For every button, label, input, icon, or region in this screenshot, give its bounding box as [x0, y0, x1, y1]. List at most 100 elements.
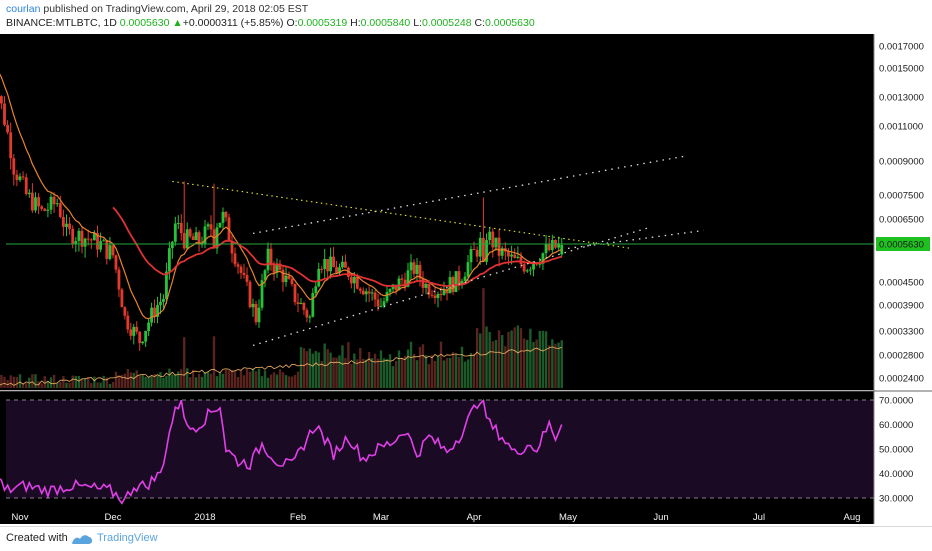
volume-bar [427, 363, 431, 388]
volume-bar [123, 373, 127, 388]
candle [126, 311, 130, 334]
volume-bar [510, 330, 513, 388]
volume-bar [239, 370, 243, 388]
price-tick-label: 0.0002400 [879, 374, 924, 385]
low-value: 0.0005248 [421, 17, 472, 29]
candle-body [167, 248, 171, 272]
volume-bar [373, 353, 377, 388]
candle [224, 210, 228, 222]
volume-bar [227, 370, 231, 388]
candle-body [412, 262, 416, 274]
candle-body [370, 292, 374, 294]
volume-bar [180, 369, 183, 388]
volume-bar [71, 375, 74, 388]
candle [421, 271, 425, 294]
candle-body [3, 103, 6, 125]
volume-bar [409, 341, 413, 388]
volume-bar [87, 377, 90, 388]
volume-bar [260, 376, 264, 388]
candle [135, 321, 139, 335]
candle-body [212, 229, 216, 249]
candle-body [179, 223, 183, 234]
candle-body [206, 224, 210, 227]
candle-body [105, 240, 109, 259]
candle [55, 198, 59, 207]
candle [239, 264, 243, 279]
volume-bar [362, 358, 365, 388]
volume-bar [302, 348, 306, 388]
volume-bar [165, 375, 168, 388]
rsi-band [6, 400, 874, 498]
candle-body [541, 253, 545, 264]
publish-info: courlan published on TradingView.com, Ap… [6, 3, 308, 15]
volume-bar [68, 382, 71, 388]
price-pane [0, 34, 874, 390]
candle [114, 254, 118, 274]
candle-body [108, 245, 112, 259]
candle [485, 233, 488, 265]
volume-bar [52, 374, 56, 388]
volume-bar [463, 361, 467, 388]
volume-bar [212, 336, 216, 388]
candle [529, 266, 532, 276]
candle-body [52, 196, 56, 205]
volume-bar [296, 371, 300, 388]
volume-bar [129, 372, 133, 388]
volume-bar [513, 327, 516, 388]
candle-body [400, 278, 404, 280]
candle-body [338, 267, 341, 273]
candle-body [361, 290, 365, 295]
volume-bar [266, 377, 270, 388]
volume-bar [132, 372, 135, 388]
candle-body [344, 261, 347, 268]
candle [269, 242, 273, 271]
volume-bar [344, 358, 347, 388]
author-link[interactable]: courlan [6, 3, 41, 15]
candle [491, 228, 495, 258]
candle [311, 288, 315, 318]
time-tick-label: Dec [105, 512, 122, 523]
candle [320, 265, 324, 274]
candle [497, 229, 501, 267]
candle-body [12, 158, 16, 175]
price-chart[interactable]: 0.0017000 0.0015000 0.0013000 0.0011000 0.00… [0, 32, 932, 524]
candle-body [409, 262, 413, 271]
volume-bar [501, 335, 504, 388]
volume-bar [412, 354, 416, 388]
candle-body [203, 226, 207, 244]
candle [472, 241, 476, 251]
volume-bar [21, 383, 25, 388]
candle [245, 267, 249, 287]
volume-bar [488, 332, 491, 388]
tradingview-brand[interactable]: TradingView [97, 532, 158, 544]
candle [430, 289, 434, 298]
candle [24, 173, 28, 196]
candle [27, 189, 31, 198]
volume-bar [359, 347, 362, 388]
volume-bar [284, 375, 288, 388]
candle [68, 217, 71, 235]
candle-body [560, 245, 564, 255]
candle [367, 286, 371, 303]
candle-body [346, 267, 350, 277]
candle [418, 261, 422, 287]
candle [77, 228, 81, 252]
candle-body [15, 174, 19, 181]
price-tick-label: 0.0009000 [879, 157, 924, 168]
candle [532, 262, 535, 277]
candle [557, 236, 560, 250]
volume-bar [364, 359, 368, 388]
candle-body [96, 232, 99, 250]
candle-body [519, 256, 523, 265]
candle [197, 230, 201, 252]
candle-body [394, 284, 398, 291]
volume-bar [209, 373, 213, 388]
volume-bar [308, 348, 312, 388]
volume-bar [305, 351, 309, 388]
candle-body [488, 231, 492, 241]
volume-bar [532, 342, 535, 388]
last-price-label: 0.0005630 [879, 240, 924, 251]
volume-bar [80, 379, 84, 388]
candle-body [469, 249, 473, 263]
candle [102, 238, 106, 242]
